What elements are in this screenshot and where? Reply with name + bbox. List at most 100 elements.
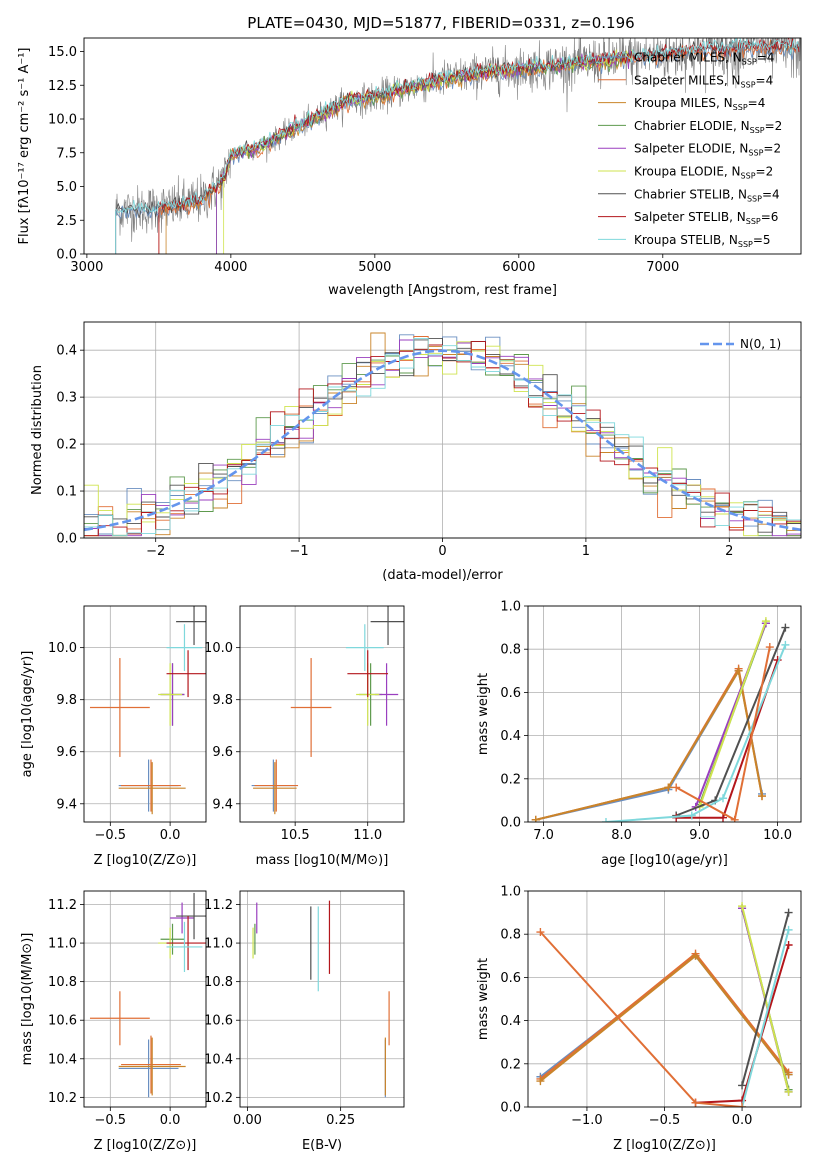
error-bars: [252, 900, 390, 1098]
y-tick-label: 0.6: [500, 971, 521, 986]
x-tick-label: 9.0: [689, 828, 710, 843]
y-tick-label: 0.8: [500, 643, 521, 658]
panel-z-weight: −1.0 −0.5 0.0 0.0 0.2 0.4 0.6 0.8 1.0 Z [log10(Z/…: [476, 885, 802, 1153]
normal-curve: [84, 349, 801, 532]
x-tick-label: 0.00: [233, 1113, 262, 1128]
y-tick-label: 10.2: [204, 1091, 233, 1106]
legend-label: Kroupa ELODIE, NSSP=2: [634, 165, 773, 181]
legend-label-sub: SSP: [741, 80, 756, 89]
error-bars: [251, 606, 404, 815]
panels: 3000 4000 5000 6000 70000.02.55.07.510.012.5…: [17, 37, 802, 1153]
y-tick-label: 0.2: [500, 1057, 521, 1072]
y-tick-label: 9.8: [56, 693, 77, 708]
x-tick-label: −1.0: [571, 1113, 603, 1128]
x-tick-label: 4000: [214, 260, 247, 275]
y-tick-label: 0.1: [56, 485, 77, 500]
y-tick-label: 9.6: [212, 745, 233, 760]
legend-label-sub: SSP: [733, 103, 748, 112]
legend-label-sub: SSP: [747, 194, 762, 203]
x-tick-label: 0.25: [326, 1113, 355, 1128]
x-tick-label: 11.0: [353, 828, 382, 843]
weight-marker: [761, 617, 770, 626]
weight-marker: [672, 783, 681, 792]
x-axis-label: wavelength [Angstrom, rest frame]: [328, 283, 557, 298]
model-spectrum: [115, 38, 799, 214]
legend-label-main: Kroupa STELIB, N: [634, 233, 738, 247]
legend-label-value: =4: [757, 51, 775, 65]
legend-label-value: =2: [765, 119, 783, 133]
y-axis-label: mass [log10(M/M⊙)]: [20, 933, 35, 1066]
y-tick-label: 10.4: [204, 1052, 233, 1067]
weight-marker: [784, 1070, 793, 1079]
x-axis-label: age [log10(age/yr)]: [601, 853, 728, 868]
axes-frame: [83, 321, 802, 539]
x-tick-label: 6000: [502, 260, 535, 275]
y-tick-label: 0.4: [56, 344, 77, 359]
x-tick-label: 0.0: [160, 828, 181, 843]
weight-marker: [784, 1087, 793, 1096]
legend-label-value: =6: [761, 210, 779, 224]
panel-residuals: −2 −1 0 1 2 0.0 0.1 0.2 0.3 0.4 N(0, 1) (data-model…: [30, 321, 802, 583]
y-tick-label: 11.0: [204, 937, 233, 952]
x-tick-label: 0.0: [732, 1113, 753, 1128]
y-tick-label: 0.4: [500, 729, 521, 744]
y-tick-label: 0.2: [500, 772, 521, 787]
panel-spectrum: 3000 4000 5000 6000 7000 0.0 2.5 5.0 7.5 10.0 12.5…: [17, 37, 802, 298]
figure-title: PLATE=0430, MJD=51877, FIBERID=0331, z=0…: [247, 14, 634, 32]
legend-label-sub: SSP: [738, 240, 753, 249]
y-tick-label: 10.6: [48, 1014, 77, 1029]
legend-label-main: Kroupa MILES, N: [634, 96, 733, 110]
legend-label-sub: SSP: [748, 149, 763, 158]
panel-age-weight: 7.0 8.0 9.0 10.0 0.0 0.2 0.4 0.6 0.8 1.0 age [log1…: [476, 600, 802, 868]
legend-label-value: =2: [756, 165, 774, 179]
legend-label-sub: SSP: [742, 58, 757, 67]
legend-label: Kroupa STELIB, NSSP=5: [634, 233, 771, 249]
y-tick-label: 5.0: [56, 180, 77, 195]
y-tick-label: 9.4: [56, 797, 77, 812]
y-tick-label: 9.4: [212, 797, 233, 812]
x-tick-label: −0.5: [95, 1113, 127, 1128]
y-tick-label: 0.0: [500, 1101, 521, 1116]
x-axis-label: (data-model)/error: [382, 568, 503, 583]
y-tick-label: 9.6: [56, 745, 77, 760]
panel-mass-age: 10.5 11.0 9.4 9.6 9.8 10.0 mass [log10(M/M⊙)]: [204, 605, 405, 868]
x-tick-label: 7.0: [533, 828, 554, 843]
panel-ebv-mass: 0.00 0.25 10.2 10.4 10.6 10.8 11.0 11.2 E(B-V): [204, 890, 405, 1153]
y-axis-label: mass weight: [476, 673, 491, 755]
x-tick-label: −1: [290, 544, 309, 559]
y-axis-label: Flux [fλ10⁻¹⁷ erg cm⁻² s⁻¹ A⁻¹]: [17, 48, 32, 245]
panel-z-mass: −0.5 0.0 10.2 10.4 10.6 10.8 11.0 11.2 Z [log10(…: [20, 890, 207, 1153]
legend-label-value: =4: [756, 73, 774, 87]
y-tick-label: 10.2: [48, 1091, 77, 1106]
y-tick-label: 0.8: [500, 928, 521, 943]
legend-label-main: Kroupa ELODIE, N: [634, 165, 741, 179]
x-tick-label: −0.5: [649, 1113, 681, 1128]
weight-marker: [738, 902, 747, 911]
weight-marker: [730, 815, 739, 822]
y-axis-label: mass weight: [476, 958, 491, 1040]
x-tick-label: 8.0: [611, 828, 632, 843]
y-tick-label: 12.5: [48, 79, 77, 94]
weight-marker: [734, 666, 743, 675]
y-tick-label: 10.6: [204, 1014, 233, 1029]
legend-label-sub: SSP: [746, 217, 761, 226]
weight-line: [741, 912, 790, 1086]
x-axis-label: Z [log10(Z/Z⊙)]: [94, 1138, 197, 1153]
x-tick-label: −2: [146, 544, 165, 559]
y-tick-label: 10.0: [204, 641, 233, 656]
y-tick-label: 0.6: [500, 686, 521, 701]
legend-label-main: Chabrier STELIB, N: [634, 187, 747, 201]
axes-frame: [239, 890, 405, 1108]
legend-label-main: Chabrier ELODIE, N: [634, 119, 750, 133]
weight-marker: [687, 811, 696, 820]
weight-marker: [781, 640, 790, 649]
axes-frame: [83, 37, 802, 255]
histogram-6: [84, 337, 801, 538]
y-tick-label: 10.8: [204, 975, 233, 990]
x-axis-label: Z [log10(Z/Z⊙)]: [94, 853, 197, 868]
weight-marker: [664, 783, 673, 792]
legend-label-main: Chabrier MILES, N: [634, 51, 742, 65]
weight-lines: [531, 617, 790, 822]
